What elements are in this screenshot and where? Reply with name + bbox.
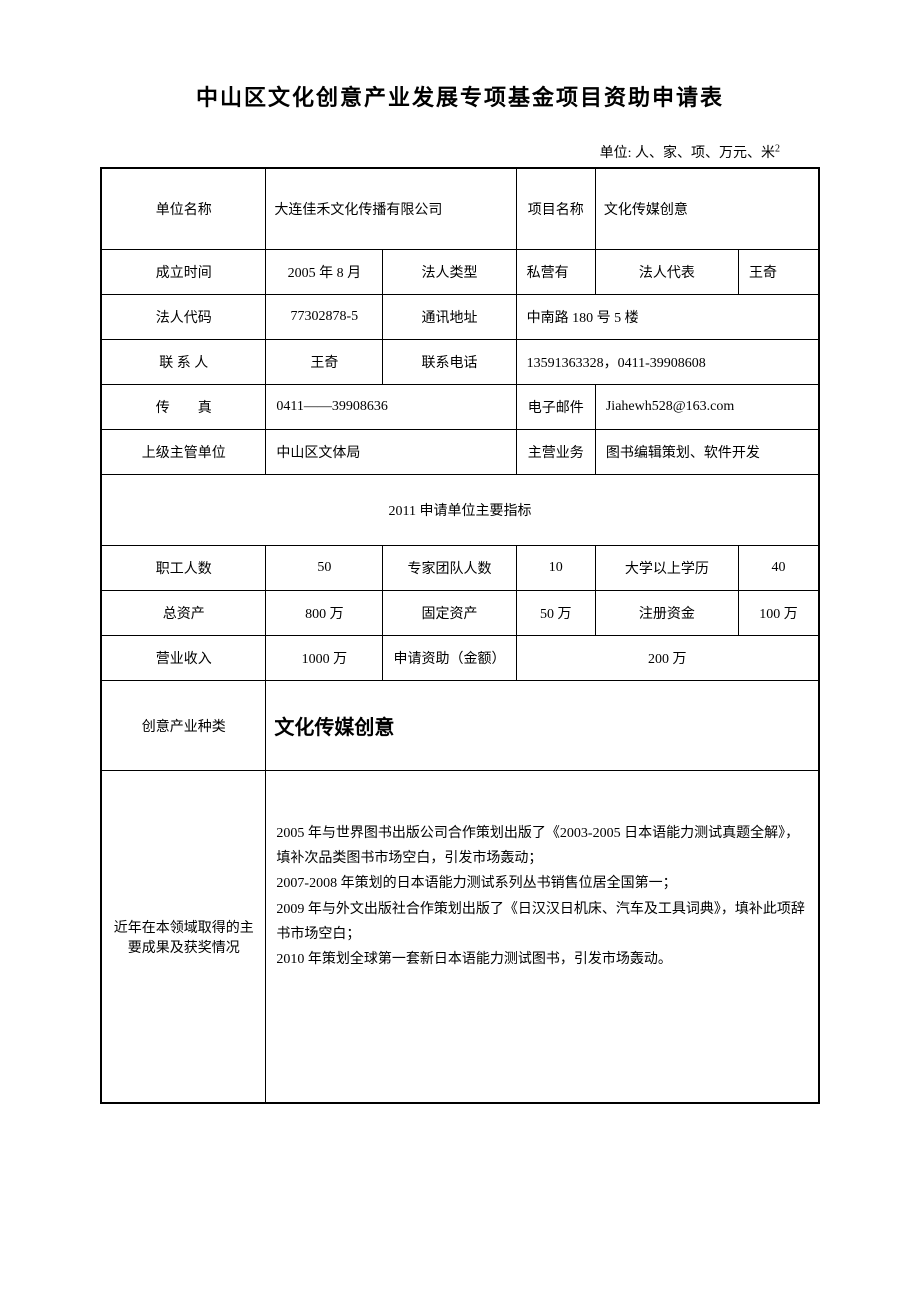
- phone-value: 13591363328，0411-39908608: [516, 340, 819, 385]
- college-count-value: 40: [738, 546, 819, 591]
- project-name-label: 项目名称: [516, 168, 595, 250]
- email-value: Jiahewh528@163.com: [595, 385, 819, 430]
- section-header: 2011 申请单位主要指标: [101, 475, 819, 546]
- phone-label: 联系电话: [383, 340, 516, 385]
- table-row: 单位名称 大连佳禾文化传播有限公司 项目名称 文化传媒创意: [101, 168, 819, 250]
- fixed-assets-value: 50 万: [516, 591, 595, 636]
- project-name-value: 文化传媒创意: [595, 168, 819, 250]
- fax-value: 0411——39908636: [266, 385, 516, 430]
- email-label: 电子邮件: [516, 385, 595, 430]
- table-row: 联 系 人 王奇 联系电话 13591363328，0411-39908608: [101, 340, 819, 385]
- legal-type-label: 法人类型: [383, 250, 516, 295]
- expert-count-value: 10: [516, 546, 595, 591]
- contact-label: 联 系 人: [101, 340, 266, 385]
- achievements-label: 近年在本领域取得的主要成果及获奖情况: [101, 771, 266, 1104]
- supervisor-label: 上级主管单位: [101, 430, 266, 475]
- supervisor-value: 中山区文体局: [266, 430, 516, 475]
- college-count-label: 大学以上学历: [595, 546, 738, 591]
- address-label: 通讯地址: [383, 295, 516, 340]
- legal-code-value: 77302878-5: [266, 295, 383, 340]
- table-row: 上级主管单位 中山区文体局 主营业务 图书编辑策划、软件开发: [101, 430, 819, 475]
- unit-note: 单位: 人、家、项、万元、米2: [100, 142, 820, 162]
- table-row: 创意产业种类 文化传媒创意: [101, 681, 819, 771]
- application-form-table: 单位名称 大连佳禾文化传播有限公司 项目名称 文化传媒创意 成立时间 2005 …: [100, 167, 820, 1104]
- industry-type-value: 文化传媒创意: [266, 681, 819, 771]
- table-row: 近年在本领域取得的主要成果及获奖情况 2005 年与世界图书出版公司合作策划出版…: [101, 771, 819, 1104]
- table-row: 成立时间 2005 年 8 月 法人类型 私营有 法人代表 王奇: [101, 250, 819, 295]
- table-row: 传 真 0411——39908636 电子邮件 Jiahewh528@163.c…: [101, 385, 819, 430]
- legal-code-label: 法人代码: [101, 295, 266, 340]
- employee-count-value: 50: [266, 546, 383, 591]
- contact-value: 王奇: [266, 340, 383, 385]
- revenue-label: 营业收入: [101, 636, 266, 681]
- total-assets-label: 总资产: [101, 591, 266, 636]
- achievements-content: 2005 年与世界图书出版公司合作策划出版了《2003-2005 日本语能力测试…: [266, 771, 819, 1104]
- org-name-value: 大连佳禾文化传播有限公司: [266, 168, 516, 250]
- registered-capital-label: 注册资金: [595, 591, 738, 636]
- funding-request-value: 200 万: [516, 636, 819, 681]
- registered-capital-value: 100 万: [738, 591, 819, 636]
- establish-date-label: 成立时间: [101, 250, 266, 295]
- revenue-value: 1000 万: [266, 636, 383, 681]
- legal-rep-label: 法人代表: [595, 250, 738, 295]
- establish-date-value: 2005 年 8 月: [266, 250, 383, 295]
- table-row: 营业收入 1000 万 申请资助（金额） 200 万: [101, 636, 819, 681]
- business-value: 图书编辑策划、软件开发: [595, 430, 819, 475]
- table-row: 职工人数 50 专家团队人数 10 大学以上学历 40: [101, 546, 819, 591]
- document-title: 中山区文化创意产业发展专项基金项目资助申请表: [100, 80, 820, 112]
- table-row: 法人代码 77302878-5 通讯地址 中南路 180 号 5 楼: [101, 295, 819, 340]
- business-label: 主营业务: [516, 430, 595, 475]
- legal-type-value: 私营有: [516, 250, 595, 295]
- table-row: 2011 申请单位主要指标: [101, 475, 819, 546]
- funding-request-label: 申请资助（金额）: [383, 636, 516, 681]
- legal-rep-value: 王奇: [738, 250, 819, 295]
- table-row: 总资产 800 万 固定资产 50 万 注册资金 100 万: [101, 591, 819, 636]
- employee-count-label: 职工人数: [101, 546, 266, 591]
- fixed-assets-label: 固定资产: [383, 591, 516, 636]
- fax-label: 传 真: [101, 385, 266, 430]
- expert-count-label: 专家团队人数: [383, 546, 516, 591]
- industry-type-label: 创意产业种类: [101, 681, 266, 771]
- org-name-label: 单位名称: [101, 168, 266, 250]
- total-assets-value: 800 万: [266, 591, 383, 636]
- address-value: 中南路 180 号 5 楼: [516, 295, 819, 340]
